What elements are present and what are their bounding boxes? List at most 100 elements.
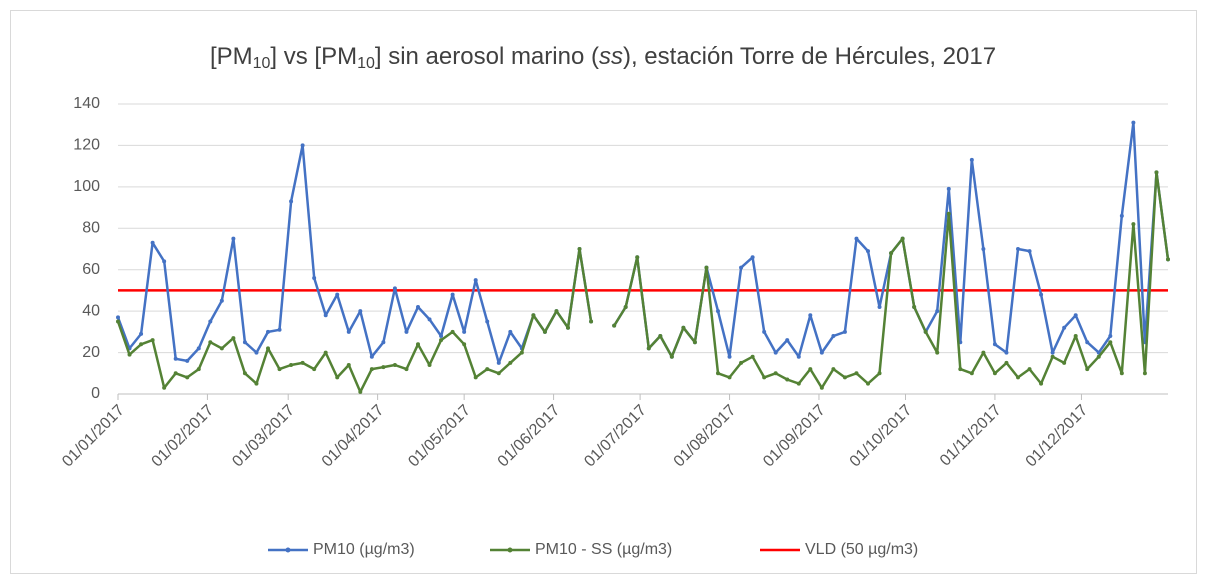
- point: [369, 354, 374, 359]
- point: [1108, 334, 1113, 338]
- point: [496, 360, 501, 365]
- y-tick-label: 60: [82, 261, 100, 278]
- point: [531, 313, 536, 318]
- y-tick-label: 20: [82, 344, 100, 361]
- point: [1062, 325, 1067, 330]
- point: [162, 385, 167, 390]
- title-italic: ss: [599, 43, 623, 70]
- point: [116, 315, 120, 320]
- point: [300, 143, 305, 148]
- point: [739, 265, 744, 270]
- point: [450, 292, 455, 297]
- point: [900, 236, 905, 241]
- point: [658, 334, 663, 338]
- point: [439, 334, 444, 338]
- title-sub: 10: [253, 55, 271, 72]
- title-part: ] vs [PM: [270, 43, 357, 70]
- y-tick-label: 140: [73, 95, 100, 112]
- point: [392, 363, 397, 367]
- point: [392, 286, 397, 291]
- point: [323, 350, 328, 355]
- point: [992, 342, 997, 347]
- point: [150, 240, 155, 245]
- point: [1016, 247, 1020, 251]
- point: [716, 309, 720, 314]
- point: [162, 259, 167, 264]
- point: [946, 211, 951, 216]
- point: [935, 309, 940, 314]
- point: [623, 305, 628, 309]
- point: [866, 249, 870, 254]
- point: [1108, 340, 1113, 345]
- point: [1119, 213, 1124, 218]
- point: [1085, 367, 1090, 372]
- point: [969, 371, 974, 376]
- point: [219, 346, 224, 351]
- point: [369, 367, 374, 372]
- point: [762, 375, 767, 380]
- point: [1073, 313, 1078, 318]
- point: [854, 371, 859, 376]
- point: [208, 340, 213, 345]
- point: [1119, 371, 1124, 376]
- point: [727, 375, 732, 380]
- point: [1166, 257, 1170, 262]
- point: [231, 236, 236, 241]
- title-part: [PM: [210, 43, 253, 70]
- point: [1004, 360, 1009, 365]
- point: [831, 367, 836, 372]
- point: [646, 346, 651, 351]
- point: [473, 278, 478, 283]
- point: [842, 375, 847, 380]
- point: [1085, 340, 1090, 345]
- point: [819, 385, 824, 390]
- point: [819, 350, 824, 355]
- point: [796, 381, 801, 386]
- point: [981, 350, 986, 355]
- point: [427, 317, 432, 322]
- point: [404, 367, 409, 372]
- point: [612, 323, 617, 328]
- point: [854, 236, 859, 241]
- point: [116, 319, 120, 324]
- point: [1062, 360, 1067, 365]
- point: [462, 329, 467, 334]
- point: [450, 329, 455, 334]
- point: [1027, 249, 1032, 254]
- point: [1016, 375, 1020, 380]
- point: [1131, 222, 1136, 227]
- title-sub: 10: [357, 55, 375, 72]
- point: [1154, 170, 1159, 175]
- point: [1050, 354, 1055, 359]
- point: [785, 338, 790, 343]
- point: [877, 371, 882, 376]
- point: [889, 251, 894, 256]
- point: [762, 329, 767, 334]
- point: [785, 377, 790, 382]
- title-part: ] sin aerosol marino (: [375, 43, 599, 70]
- point: [277, 367, 282, 372]
- point: [1050, 350, 1055, 355]
- point: [496, 371, 501, 376]
- y-tick-label: 100: [73, 178, 100, 195]
- point: [923, 329, 928, 334]
- point: [300, 360, 305, 365]
- point: [877, 305, 882, 309]
- point: [773, 350, 778, 355]
- point: [692, 340, 697, 345]
- point: [1004, 350, 1009, 355]
- point: [462, 342, 467, 347]
- chart-frame: [10, 10, 1197, 574]
- point: [554, 309, 559, 314]
- point: [289, 363, 294, 367]
- y-tick-label: 80: [82, 220, 100, 237]
- legend-marker: [507, 547, 513, 553]
- point: [739, 360, 744, 365]
- point: [796, 354, 801, 359]
- point: [485, 319, 490, 324]
- legend-label: PM10 - SS (µg/m3): [535, 541, 672, 558]
- legend-marker: [285, 547, 291, 553]
- legend-label: VLD (50 µg/m3): [805, 541, 918, 558]
- point: [381, 340, 386, 345]
- point: [277, 327, 282, 332]
